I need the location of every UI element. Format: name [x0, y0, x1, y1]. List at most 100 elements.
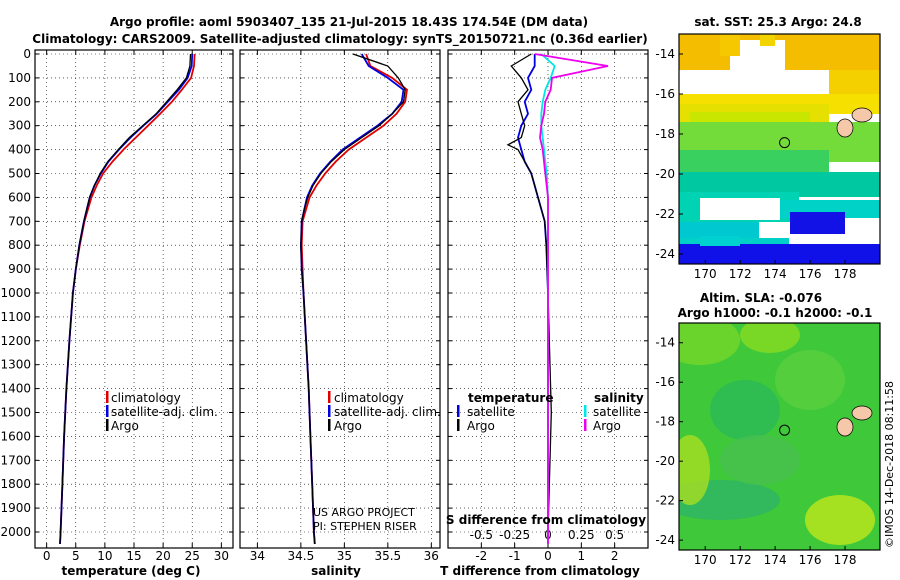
legend-label-climatology: climatology — [111, 391, 181, 405]
salinity-grid — [240, 50, 440, 548]
sst-map-title: sat. SST: 25.3 Argo: 24.8 — [694, 15, 861, 29]
x-tick-label: 35.5 — [374, 549, 401, 563]
sla-blob — [679, 323, 740, 365]
temperature-legend: climatology satellite-adj. clim. Argo — [106, 391, 218, 433]
sla-blob — [805, 495, 875, 545]
legend-label-s-satellite: satellite — [593, 405, 641, 419]
temperature-x-ticks: 0 5 10 15 20 25 30 — [43, 549, 229, 563]
map-y-tick-label: -14 — [655, 336, 675, 350]
map-x-tick-label: 176 — [799, 553, 822, 567]
map-x-tick-label: 174 — [764, 553, 787, 567]
difference-x-ticks: -2 -1 0 1 2 — [475, 549, 618, 563]
map-x-tick-label: 176 — [799, 267, 822, 281]
map-y-tick-label: -16 — [655, 87, 675, 101]
map-x-tick-label: 178 — [834, 553, 857, 567]
map-pixel-block — [720, 34, 740, 56]
x-tick-label: 30 — [214, 549, 229, 563]
legend-title-temperature: temperature — [468, 391, 553, 405]
sla-map-title: Altim. SLA: -0.076 — [700, 291, 822, 305]
x-tick-label: 5 — [72, 549, 80, 563]
sla-blob — [710, 380, 780, 440]
sla-blob — [679, 480, 780, 520]
depth-tick-label: 1400 — [0, 382, 31, 396]
map-x-tick-label: 178 — [834, 267, 857, 281]
s-diff-tick-label: -0.25 — [499, 528, 530, 542]
x-tick-label: 25 — [185, 549, 200, 563]
depth-tick-label: 1500 — [0, 406, 31, 420]
series-line-s-argo — [534, 53, 609, 544]
map-x-tick-label: 174 — [764, 267, 787, 281]
sst-map-frame — [678, 33, 881, 265]
legend-mark-argo — [106, 419, 109, 431]
series-line-climatology — [300, 53, 408, 544]
salinity-legend: climatology satellite-adj. clim. Argo — [328, 391, 441, 433]
legend-mark-argo — [328, 419, 331, 431]
salinity-x-ticks: 34 34.5 35 35.5 36 — [250, 549, 439, 563]
difference-x-label-2: S difference from climatology — [446, 513, 646, 527]
x-tick-label: 36 — [424, 549, 439, 563]
legend-mark-t-satellite — [457, 405, 460, 417]
salinity-x-label: salinity — [311, 564, 361, 578]
map-pixel-block — [700, 198, 780, 220]
argo-position-marker — [779, 137, 791, 149]
salinity-panel-frame — [239, 49, 441, 549]
s-diff-tick-label: 0.25 — [568, 528, 595, 542]
sla-map-image — [679, 323, 880, 550]
depth-tick-label: 1600 — [0, 429, 31, 443]
depth-tick-label: 1100 — [0, 310, 31, 324]
map-pixel-block — [790, 212, 845, 234]
x-tick-label: 10 — [97, 549, 112, 563]
legend-mark-s-satellite — [584, 405, 587, 417]
credit-pi: PI: STEPHEN RISER — [313, 520, 417, 533]
legend-label-s-argo: Argo — [593, 419, 621, 433]
depth-tick-label: 2000 — [0, 525, 31, 539]
sst-map-ticks: 170 172 174 176 178 -14 -16 -18 -20 -22 -24 — [655, 47, 856, 281]
island-viti-levu — [836, 417, 854, 437]
island-vanua-levu — [851, 405, 873, 421]
island-vanua-levu — [851, 107, 873, 123]
map-pixel-block — [679, 70, 829, 95]
series-line-satellite-adj-clim- — [59, 53, 194, 544]
x-tick-label: -2 — [475, 549, 487, 563]
temperature-x-label: temperature (deg C) — [62, 564, 201, 578]
depth-tick-label: 200 — [8, 95, 31, 109]
sla-blob — [720, 435, 800, 485]
x-tick-label: 15 — [126, 549, 141, 563]
map-pixel-block — [679, 244, 880, 264]
depth-tick-label: 300 — [8, 119, 31, 133]
legend-mark-climatology — [328, 391, 331, 403]
depth-tick-label: 900 — [8, 262, 31, 276]
depth-tick-label: 800 — [8, 238, 31, 252]
legend-mark-satellite — [328, 405, 331, 417]
legend-mark-t-argo — [457, 419, 460, 431]
salinity-lines — [299, 53, 408, 544]
sst-map-image — [679, 34, 880, 264]
map-pixel-block — [700, 236, 740, 246]
sla-blob — [679, 435, 710, 505]
difference-x-label: T difference from climatology — [440, 564, 640, 578]
map-x-tick-label: 170 — [694, 553, 717, 567]
series-line-argo — [59, 53, 192, 544]
sla-map-ticks: 170 172 174 176 178 -14 -16 -18 -20 -22 -24 — [655, 336, 856, 567]
depth-tick-label: 1700 — [0, 453, 31, 467]
sla-blob — [740, 323, 800, 353]
legend-mark-s-argo — [584, 419, 587, 431]
map-y-tick-label: -22 — [655, 494, 675, 508]
series-line-climatology — [59, 53, 196, 544]
legend-label-climatology: climatology — [334, 391, 404, 405]
legend-label-t-argo: Argo — [467, 419, 495, 433]
difference-s-x-ticks: -0.5 -0.25 0 0.25 0.5 — [470, 528, 625, 542]
series-line-t-satellite — [517, 54, 549, 544]
header-line-2: Climatology: CARS2009. Satellite-adjuste… — [32, 32, 647, 47]
argo-position-marker — [779, 424, 791, 436]
depth-tick-label: 1800 — [0, 477, 31, 491]
map-y-tick-label: -20 — [655, 167, 675, 181]
map-y-tick-label: -14 — [655, 47, 675, 61]
depth-tick-label: 0 — [23, 47, 31, 61]
map-x-tick-label: 172 — [729, 267, 752, 281]
legend-label-argo: Argo — [334, 419, 362, 433]
map-x-tick-label: 172 — [729, 553, 752, 567]
credit-project: US ARGO PROJECT — [313, 506, 415, 519]
x-tick-label: 2 — [611, 549, 619, 563]
depth-tick-labels: 0 100 200 300 400 500 600 700 800 900 1000 1100 1200… — [0, 47, 31, 539]
